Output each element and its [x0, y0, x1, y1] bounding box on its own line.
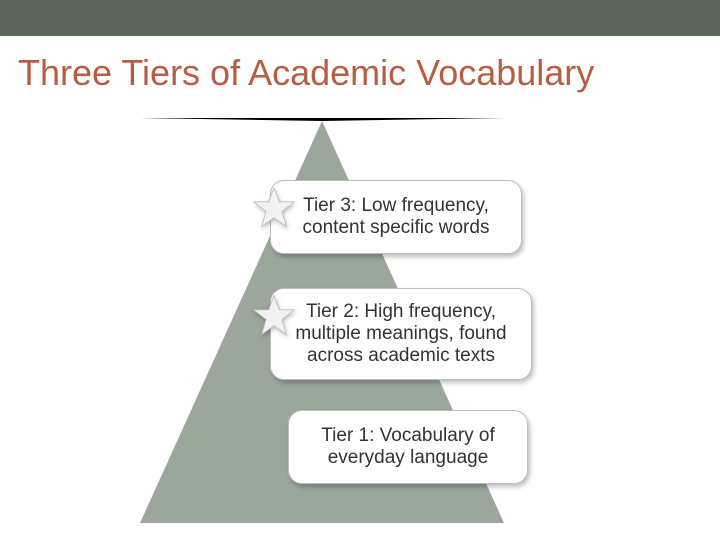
- top-bar: [0, 0, 720, 36]
- callout-tier3: Tier 3: Low frequency, content specific …: [270, 180, 522, 254]
- star-icon: [252, 294, 296, 338]
- callout-tier1: Tier 1: Vocabulary of everyday language: [288, 410, 528, 484]
- star-icon: [252, 186, 296, 230]
- page-title: Three Tiers of Academic Vocabulary: [18, 52, 594, 94]
- callout-tier3-text: Tier 3: Low frequency, content specific …: [285, 195, 507, 239]
- slide: Three Tiers of Academic Vocabulary Tier …: [0, 0, 720, 540]
- callout-tier2-text: Tier 2: High frequency, multiple meaning…: [285, 301, 517, 367]
- callout-tier1-text: Tier 1: Vocabulary of everyday language: [303, 425, 513, 469]
- callout-tier2: Tier 2: High frequency, multiple meaning…: [270, 288, 532, 380]
